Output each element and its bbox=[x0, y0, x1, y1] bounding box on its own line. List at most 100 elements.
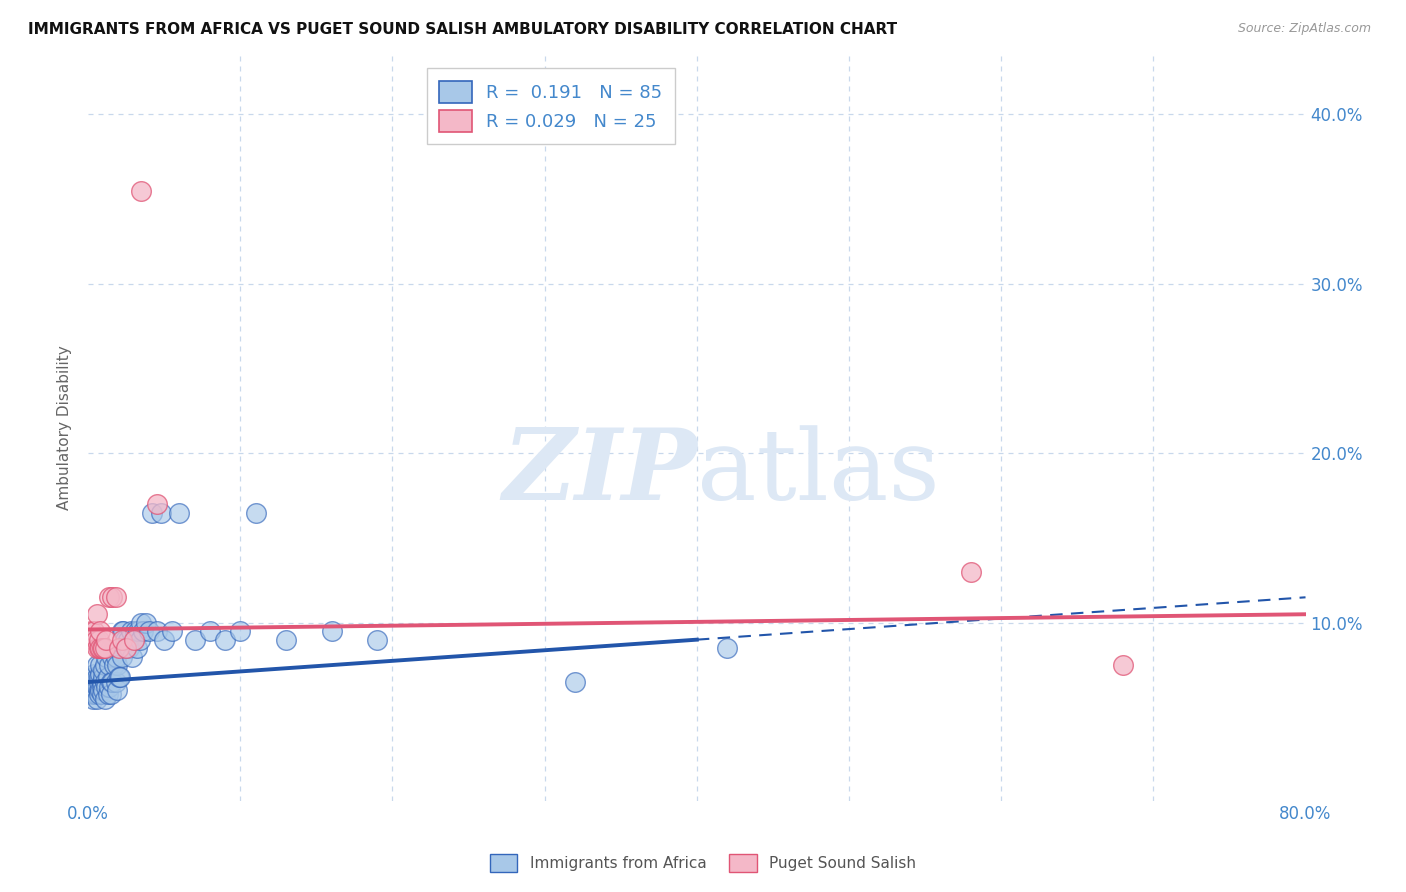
Point bbox=[86, 692, 108, 706]
Point bbox=[122, 632, 145, 647]
Point bbox=[98, 680, 121, 694]
Point bbox=[97, 670, 120, 684]
Y-axis label: Ambulatory Disability: Ambulatory Disability bbox=[58, 345, 72, 510]
Point bbox=[131, 184, 153, 198]
Point bbox=[321, 624, 343, 639]
Point bbox=[83, 624, 105, 639]
Point bbox=[105, 683, 128, 698]
Point bbox=[121, 649, 143, 664]
Point bbox=[145, 497, 167, 511]
Point bbox=[366, 632, 388, 647]
Point bbox=[100, 687, 122, 701]
Point bbox=[82, 632, 104, 647]
Point bbox=[131, 615, 153, 630]
Point bbox=[198, 624, 221, 639]
Point bbox=[83, 680, 105, 694]
Point bbox=[716, 641, 738, 656]
Point bbox=[89, 624, 111, 639]
Point bbox=[169, 506, 191, 520]
Point bbox=[93, 670, 115, 684]
Point bbox=[84, 683, 107, 698]
Point bbox=[245, 506, 267, 520]
Point bbox=[100, 675, 122, 690]
Point bbox=[104, 649, 127, 664]
Point bbox=[86, 658, 108, 673]
Point bbox=[115, 641, 138, 656]
Point bbox=[214, 632, 236, 647]
Point bbox=[138, 624, 160, 639]
Text: IMMIGRANTS FROM AFRICA VS PUGET SOUND SALISH AMBULATORY DISABILITY CORRELATION C: IMMIGRANTS FROM AFRICA VS PUGET SOUND SA… bbox=[28, 22, 897, 37]
Point bbox=[959, 565, 981, 579]
Point bbox=[80, 687, 103, 701]
Point bbox=[87, 670, 110, 684]
Point bbox=[120, 624, 142, 639]
Point bbox=[89, 641, 111, 656]
Point bbox=[97, 687, 120, 701]
Point bbox=[107, 641, 129, 656]
Point bbox=[80, 675, 103, 690]
Point bbox=[83, 666, 105, 681]
Point bbox=[150, 506, 173, 520]
Point bbox=[112, 624, 135, 639]
Point bbox=[94, 658, 117, 673]
Point bbox=[83, 675, 105, 690]
Point bbox=[82, 670, 104, 684]
Text: Source: ZipAtlas.com: Source: ZipAtlas.com bbox=[1237, 22, 1371, 36]
Point bbox=[84, 632, 107, 647]
Point bbox=[86, 607, 108, 622]
Point bbox=[86, 670, 108, 684]
Point bbox=[183, 632, 205, 647]
Point bbox=[103, 658, 125, 673]
Point bbox=[87, 683, 110, 698]
Point bbox=[118, 641, 141, 656]
Point bbox=[98, 591, 121, 605]
Point bbox=[82, 683, 104, 698]
Point bbox=[128, 632, 150, 647]
Point bbox=[108, 670, 131, 684]
Point bbox=[90, 675, 112, 690]
Point bbox=[124, 624, 146, 639]
Point bbox=[125, 641, 148, 656]
Point bbox=[93, 683, 115, 698]
Point bbox=[90, 641, 112, 656]
Legend: Immigrants from Africa, Puget Sound Salish: Immigrants from Africa, Puget Sound Sali… bbox=[482, 846, 924, 880]
Point bbox=[1112, 658, 1135, 673]
Point bbox=[87, 687, 110, 701]
Point bbox=[114, 632, 136, 647]
Point bbox=[87, 641, 110, 656]
Point bbox=[90, 680, 112, 694]
Point bbox=[111, 624, 134, 639]
Point bbox=[101, 675, 124, 690]
Text: atlas: atlas bbox=[697, 425, 939, 521]
Text: ZIP: ZIP bbox=[502, 425, 697, 521]
Point bbox=[104, 675, 127, 690]
Point bbox=[122, 632, 145, 647]
Point bbox=[93, 663, 115, 677]
Point bbox=[96, 680, 118, 694]
Point bbox=[101, 591, 124, 605]
Point bbox=[274, 632, 297, 647]
Point bbox=[98, 658, 121, 673]
Legend: R =  0.191   N = 85, R = 0.029   N = 25: R = 0.191 N = 85, R = 0.029 N = 25 bbox=[426, 68, 675, 145]
Point bbox=[89, 683, 111, 698]
Point bbox=[87, 632, 110, 647]
Point bbox=[117, 632, 139, 647]
Point bbox=[101, 649, 124, 664]
Point bbox=[105, 658, 128, 673]
Point bbox=[83, 687, 105, 701]
Point bbox=[93, 641, 115, 656]
Point bbox=[564, 675, 586, 690]
Point bbox=[94, 675, 117, 690]
Point bbox=[104, 591, 127, 605]
Point bbox=[86, 680, 108, 694]
Point bbox=[111, 632, 134, 647]
Point bbox=[160, 624, 183, 639]
Point bbox=[229, 624, 252, 639]
Point bbox=[79, 680, 101, 694]
Point bbox=[96, 632, 118, 647]
Point bbox=[87, 675, 110, 690]
Point bbox=[135, 615, 157, 630]
Point bbox=[127, 624, 149, 639]
Point bbox=[94, 641, 117, 656]
Point bbox=[107, 670, 129, 684]
